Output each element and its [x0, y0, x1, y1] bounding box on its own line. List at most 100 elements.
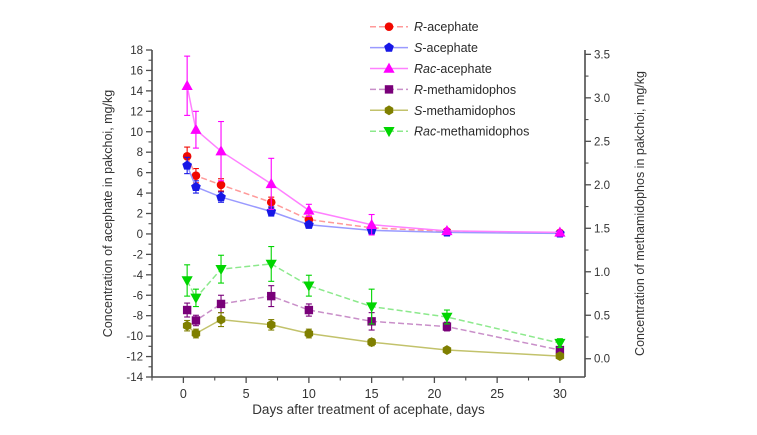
marker-r-acephate — [191, 171, 201, 180]
marker-rac-acephate — [215, 145, 227, 156]
legend-label-rest: -methamidophos — [423, 83, 516, 97]
marker-s-methamidophos — [182, 320, 192, 331]
marker-rac-acephate — [303, 204, 315, 215]
marker-s-acephate — [216, 192, 226, 202]
x-tick-label: 20 — [427, 387, 441, 401]
x-axis-label: Days after treatment of acephate, days — [252, 402, 485, 417]
marker-rac-acephate — [366, 218, 378, 229]
left-tick-label: -4 — [133, 270, 144, 282]
left-tick-label: 0 — [137, 229, 143, 241]
line-s-acephate — [186, 165, 560, 235]
marker-s-methamidophos — [266, 319, 276, 330]
series-s-methamidophos — [182, 312, 565, 362]
right-axis-label: Concentration of methamidophos in pakcho… — [633, 71, 647, 356]
marker-s-methamidophos — [216, 314, 226, 325]
marker-r-methamidophos — [442, 322, 452, 331]
marker-s-acephate — [191, 181, 201, 192]
left-tick-label: 10 — [130, 127, 143, 139]
right-axis-ticks: 0.0 0.5 1.0 1.5 2.0 2.5 3.0 3.5 — [585, 49, 610, 366]
marker-r-methamidophos — [267, 291, 276, 301]
right-tick-label: 0.5 — [594, 310, 610, 322]
legend-item-r-methamidophos: R-methamidophos — [370, 83, 516, 97]
left-tick-label: 6 — [137, 168, 143, 180]
left-tick-label: -14 — [126, 372, 143, 384]
legend-label-rest: -acephate — [422, 41, 478, 55]
marker-rac-acephate — [181, 79, 193, 90]
legend-marker-icon-rac-methamidophos — [383, 127, 395, 138]
right-tick-label: 0.0 — [594, 354, 610, 366]
legend-marker-icon-s-methamidophos — [384, 105, 394, 116]
legend-label-prefix: Rac — [414, 125, 437, 139]
x-tick-label: 10 — [302, 387, 316, 401]
marker-r-methamidophos — [182, 305, 192, 315]
legend-label-s-methamidophos: S-methamidophos — [414, 104, 515, 118]
left-axis-label: Concentration of acephate in pakchoi, mg… — [101, 90, 115, 337]
marker-s-methamidophos — [367, 337, 376, 348]
legend-label-rac-methamidophos: Rac-methamidophos — [414, 125, 529, 139]
x-tick-label: 30 — [553, 387, 567, 401]
left-tick-label: -12 — [126, 352, 143, 364]
marker-rac-methamidophos — [181, 276, 193, 287]
marker-r-acephate — [182, 151, 192, 161]
series-rac-acephate — [181, 55, 566, 237]
marker-rac-methamidophos — [215, 264, 227, 276]
series-rac-methamidophos — [181, 245, 566, 349]
legend-label-rest: -acephate — [423, 20, 479, 34]
right-tick-label: 2.5 — [594, 136, 610, 148]
marker-rac-methamidophos — [441, 312, 453, 323]
legend-label-s-acephate: S-acephate — [414, 41, 478, 55]
legend: R-acephateS-acephateRac-acephateR-metham… — [370, 20, 529, 139]
left-tick-label: -6 — [133, 290, 143, 302]
marker-rac-acephate — [190, 123, 202, 134]
legend-label-rac-acephate: Rac-acephate — [414, 62, 492, 76]
right-tick-label: 1.0 — [594, 267, 610, 279]
marker-rac-methamidophos — [366, 302, 378, 313]
left-tick-label: 2 — [137, 209, 143, 221]
left-tick-label: 8 — [137, 147, 143, 159]
marker-rac-methamidophos — [554, 338, 566, 349]
legend-label-rest: -methamidophos — [422, 104, 515, 118]
x-tick-label: 5 — [243, 387, 250, 401]
x-tick-label: 0 — [180, 387, 187, 401]
marker-rac-acephate — [554, 226, 566, 237]
legend-label-prefix: Rac — [414, 62, 437, 76]
legend-item-rac-acephate: Rac-acephate — [370, 62, 492, 76]
legend-label-prefix: R — [414, 20, 423, 34]
marker-s-acephate — [266, 206, 277, 216]
right-tick-label: 1.5 — [594, 223, 610, 235]
marker-r-methamidophos — [304, 305, 314, 315]
legend-item-s-acephate: S-acephate — [370, 41, 478, 55]
legend-item-rac-methamidophos: Rac-methamidophos — [370, 125, 529, 139]
legend-item-r-acephate: R-acephate — [370, 20, 479, 34]
marker-s-methamidophos — [191, 328, 201, 339]
marker-r-methamidophos — [555, 345, 565, 355]
left-tick-label: -2 — [133, 249, 143, 261]
left-tick-label: -8 — [133, 311, 143, 323]
legend-label-rest: -methamidophos — [436, 125, 529, 139]
marker-rac-methamidophos — [303, 281, 315, 292]
marker-rac-acephate — [441, 224, 453, 236]
legend-label-r-methamidophos: R-methamidophos — [414, 83, 516, 97]
legend-marker-icon-s-acephate — [384, 42, 394, 52]
x-tick-label: 25 — [490, 387, 504, 401]
legend-marker-icon-r-methamidophos — [384, 85, 394, 94]
left-axis-ticks: -14 -12 -10 -8 -6 -4 -2 0 2 4 6 8 10 12 14 16 18 — [126, 45, 152, 384]
left-tick-label: -10 — [126, 331, 143, 343]
left-tick-label: 18 — [130, 45, 143, 57]
legend-label-prefix: R — [414, 83, 423, 97]
legend-label-rest: -acephate — [436, 62, 492, 76]
marker-s-acephate — [182, 160, 192, 170]
right-tick-label: 3.5 — [594, 49, 610, 61]
legend-marker-icon-rac-acephate — [383, 62, 395, 73]
marker-rac-acephate — [265, 177, 277, 189]
marker-r-methamidophos — [216, 299, 226, 309]
legend-marker-icon-r-acephate — [384, 22, 394, 32]
marker-r-methamidophos — [191, 316, 201, 325]
legend-label-r-acephate: R-acephate — [414, 20, 479, 34]
line-rac-methamidophos — [186, 263, 561, 344]
marker-s-methamidophos — [555, 351, 565, 362]
legend-label-prefix: S — [414, 104, 423, 118]
